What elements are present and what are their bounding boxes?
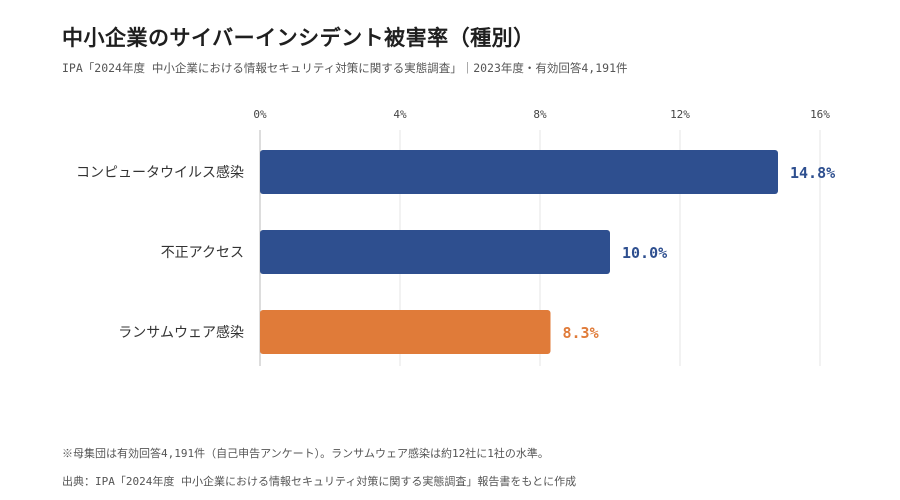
footnote: ※母集団は有効回答4,191件（自己申告アンケート）。ランサムウェア感染は約12… (62, 447, 549, 460)
x-tick-label: 8% (533, 108, 547, 121)
data-label: 10.0% (622, 244, 667, 262)
category-label: コンピュータウイルス感染 (76, 164, 244, 181)
bar (260, 310, 551, 354)
category-label: 不正アクセス (161, 245, 244, 261)
bar (260, 230, 610, 274)
chart-title: 中小企業のサイバーインシデント被害率（種別） (62, 26, 535, 50)
data-label: 14.8% (790, 164, 835, 182)
data-label: 8.3% (563, 324, 599, 342)
bar-chart: 0% 4% 8% 12% 16% コンピュータウイルス感染 14.8% 不正アクセス 10.0%… (76, 108, 835, 366)
x-tick-label: 12% (670, 108, 690, 121)
source-note: 出典：IPA「2024年度 中小企業における情報セキュリティ対策に関する実態調査… (62, 475, 577, 488)
x-tick-label: 4% (393, 108, 407, 121)
chart-subtitle: IPA「2024年度 中小企業における情報セキュリティ対策に関する実態調査」｜2… (62, 61, 628, 75)
category-label: ランサムウェア感染 (118, 324, 244, 341)
x-tick-label: 16% (810, 108, 830, 121)
x-tick-label: 0% (253, 108, 267, 121)
bar (260, 150, 778, 194)
